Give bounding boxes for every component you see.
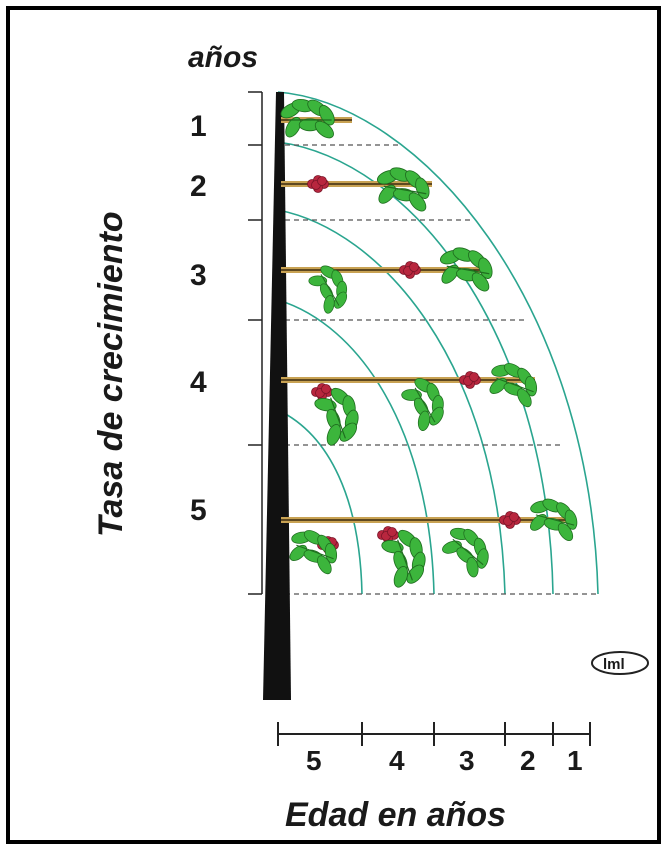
- leaf-cluster-11: [442, 527, 489, 578]
- leaf-stem: [397, 539, 413, 581]
- leaf-cluster-4: [489, 363, 538, 408]
- leaf: [489, 377, 508, 394]
- leaf-cluster-8: [401, 378, 444, 432]
- row-label-2: 2: [190, 170, 207, 203]
- leaf-cluster-5: [530, 498, 578, 542]
- leaf-stem: [414, 387, 436, 423]
- berry: [409, 262, 419, 272]
- berry: [387, 527, 397, 537]
- leaf-stem: [296, 544, 334, 560]
- leaf-clusters: [280, 98, 578, 588]
- leaf: [417, 410, 431, 432]
- leaf: [471, 272, 490, 292]
- x-tick-2: 2: [520, 745, 536, 776]
- leaf: [381, 540, 404, 554]
- fruit-cluster-2: [399, 261, 421, 279]
- leaf-cluster-10: [381, 529, 426, 588]
- row-label-5: 5: [190, 494, 207, 527]
- leaf-cluster-3: [439, 247, 493, 292]
- leaf-cluster-7: [314, 387, 359, 446]
- fruit-clusters: [307, 175, 521, 554]
- y-axis-title: Tasa de crecimiento: [92, 211, 130, 537]
- leaf: [530, 513, 547, 531]
- leaf-stem: [446, 265, 490, 275]
- leaf: [557, 522, 574, 542]
- leaf: [378, 184, 396, 204]
- x-tick-3: 3: [459, 745, 475, 776]
- trunk-wedge: [263, 92, 291, 700]
- growth-arc-1: [277, 91, 599, 595]
- x-tick-1: 1: [567, 745, 583, 776]
- growth-arc-3: [277, 209, 506, 595]
- row-label-3: 3: [190, 259, 207, 292]
- leaf: [339, 422, 358, 442]
- leaf: [289, 544, 308, 561]
- leaf: [406, 564, 425, 584]
- leaf-stem: [535, 514, 575, 526]
- leaf: [441, 264, 459, 284]
- leaf: [517, 388, 532, 408]
- x-axis-title: Edad en años: [285, 796, 506, 834]
- trunk: [263, 92, 291, 700]
- leaf-stem: [452, 538, 484, 566]
- fruit-cluster-4: [499, 511, 521, 529]
- leaf: [308, 275, 328, 287]
- leaf-cluster-1: [280, 98, 335, 139]
- fruit-cluster-3: [459, 371, 481, 389]
- leaf: [393, 566, 409, 588]
- leaf: [524, 375, 538, 397]
- growth-arc-5: [277, 409, 363, 595]
- berry: [317, 176, 327, 186]
- row-label-1: 1: [190, 110, 207, 143]
- leaf-cluster-9: [289, 530, 338, 575]
- leaf: [401, 389, 422, 401]
- leaf-stem: [330, 397, 346, 439]
- leaf: [333, 291, 348, 309]
- berry: [469, 372, 479, 382]
- x-tick-4: 4: [389, 745, 405, 776]
- leaf-cluster-6: [308, 265, 348, 314]
- leaf-stem: [320, 274, 340, 306]
- leaf: [323, 295, 335, 314]
- leaf: [285, 116, 302, 138]
- leaf: [324, 542, 338, 564]
- lml-logo: lml: [591, 651, 649, 675]
- leaf-cluster-2: [376, 167, 430, 212]
- leaf-stem: [383, 185, 427, 195]
- leaf: [466, 557, 479, 578]
- leaf: [314, 398, 337, 412]
- berry: [321, 384, 331, 394]
- growth-arcs: [277, 91, 599, 595]
- row-labels: 1 2 3 4 5: [190, 110, 207, 527]
- row-label-4: 4: [190, 366, 207, 399]
- x-axis: [277, 722, 591, 746]
- growth-arc-4: [277, 299, 435, 595]
- berry: [509, 512, 519, 522]
- leaf: [326, 424, 342, 446]
- top-label: años: [188, 41, 258, 74]
- leaf: [317, 555, 332, 575]
- fruit-cluster-5: [311, 383, 333, 401]
- leaf: [408, 192, 427, 212]
- fruit-cluster-1: [307, 175, 329, 193]
- x-tick-labels: 5 4 3 2 1: [306, 745, 583, 776]
- leaf: [429, 406, 444, 426]
- logo-text: lml: [603, 656, 625, 673]
- leaf: [314, 120, 334, 139]
- leaf: [476, 548, 489, 569]
- leaf-stem: [496, 377, 534, 393]
- x-tick-5: 5: [306, 745, 322, 776]
